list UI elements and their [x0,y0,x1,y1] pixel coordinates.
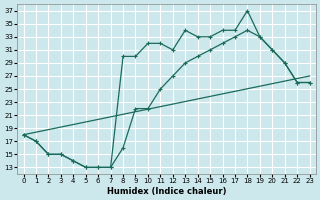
X-axis label: Humidex (Indice chaleur): Humidex (Indice chaleur) [107,187,226,196]
